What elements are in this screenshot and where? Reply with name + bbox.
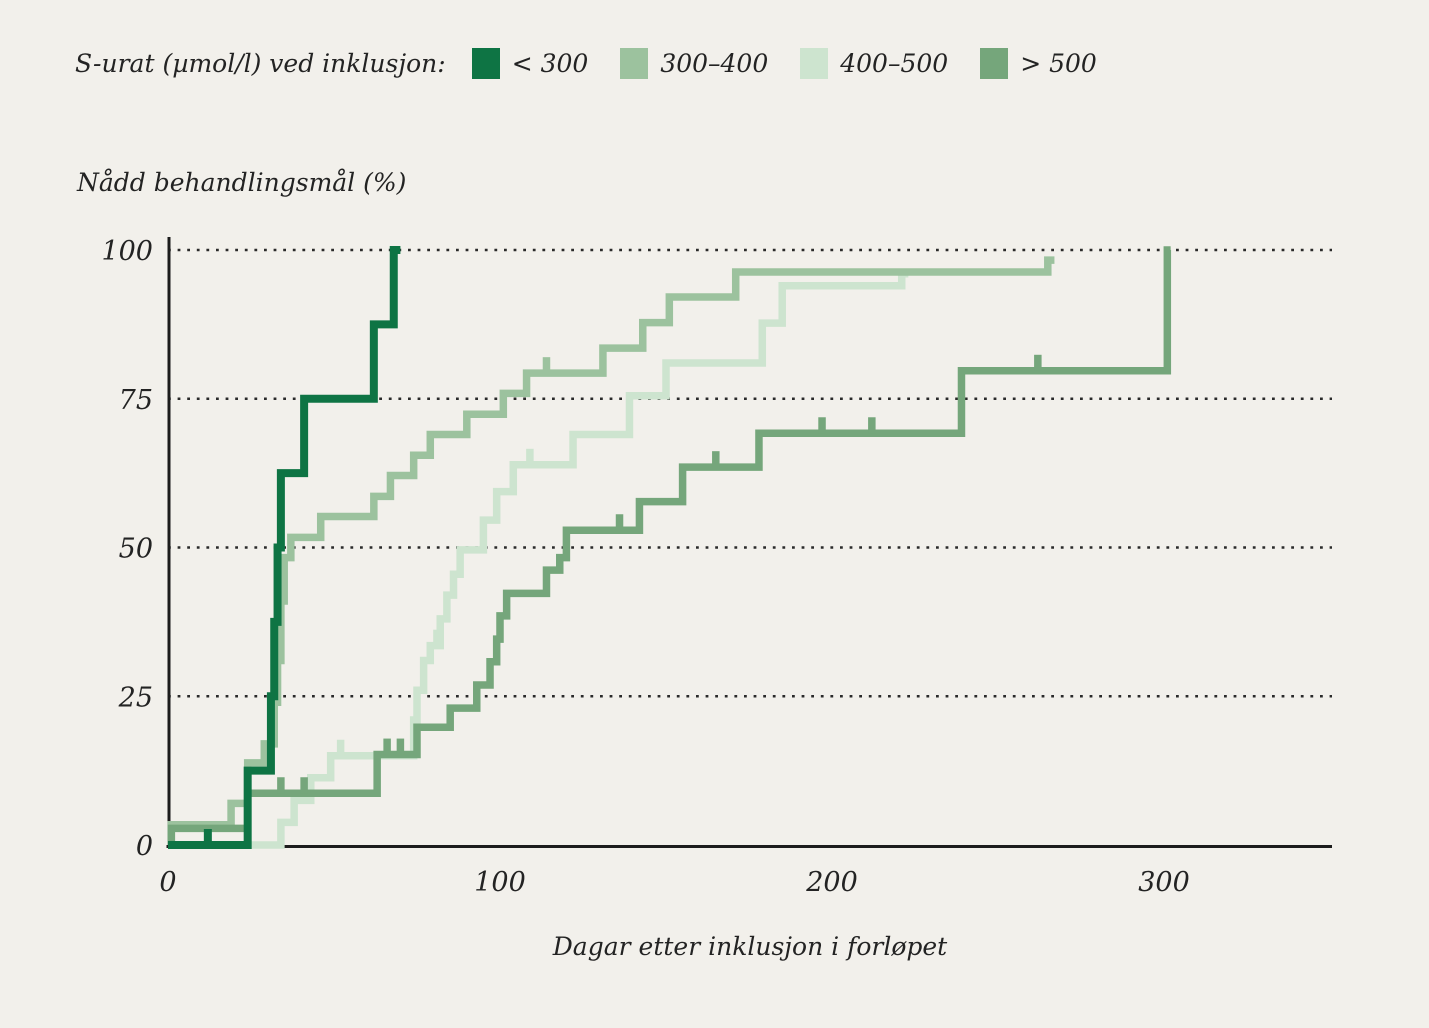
legend-item-label: 300–400 <box>660 49 769 78</box>
series-s300_400-line <box>167 256 1055 849</box>
legend-swatch-400-500 <box>800 48 829 79</box>
y-axis-title: Nådd behandlingsmål (%) <box>77 168 407 197</box>
legend-swatch-gt500 <box>980 48 1009 79</box>
legend: S-urat (µmol/l) ved inklusjon: < 300 300… <box>75 48 1129 79</box>
series-s400_500-line <box>168 270 909 849</box>
legend-swatch-lt300 <box>471 48 500 79</box>
y-tick-label: 50 <box>119 534 153 565</box>
x-tick-label: 300 <box>1138 867 1190 898</box>
legend-item-lt300: < 300 <box>471 48 589 79</box>
y-tick-label: 100 <box>101 236 153 267</box>
x-axis-title: Dagar etter inklusjon i forløpet <box>552 932 948 961</box>
x-tick-label: 100 <box>474 867 526 898</box>
legend-title: S-urat (µmol/l) ved inklusjon: <box>75 49 446 78</box>
legend-item-label: < 300 <box>511 49 589 78</box>
legend-item-300-400: 300–400 <box>620 48 768 79</box>
y-tick-label: 0 <box>136 831 153 862</box>
legend-item-label: > 500 <box>1020 49 1097 78</box>
series-lt300-line <box>168 246 401 849</box>
y-tick-label: 25 <box>118 682 153 713</box>
legend-item-400-500: 400–500 <box>800 48 948 79</box>
legend-swatch-300-400 <box>620 48 649 79</box>
y-tick-label: 75 <box>119 385 153 416</box>
x-tick-label: 200 <box>805 867 858 898</box>
legend-item-label: 400–500 <box>840 49 949 78</box>
legend-item-gt500: > 500 <box>980 48 1097 79</box>
x-tick-label: 0 <box>159 867 176 898</box>
